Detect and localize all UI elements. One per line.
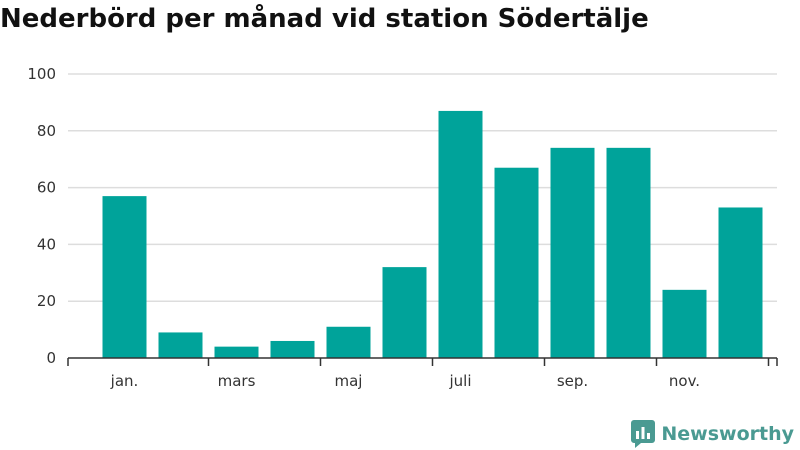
brand-name: Newsworthy: [661, 423, 794, 445]
x-tick-label: nov.: [669, 372, 700, 390]
y-tick-label: 80: [37, 122, 56, 140]
bar-nov: [662, 289, 707, 358]
bar-aug: [494, 167, 539, 358]
x-tick-label: mars: [218, 372, 256, 390]
bar-mars: [214, 346, 259, 358]
x-tick-label: sep.: [557, 372, 588, 390]
x-tick-label: juli: [448, 372, 471, 390]
newsworthy-logo-icon: [631, 420, 656, 448]
brand-logo: Newsworthy: [631, 420, 794, 448]
bar-okt: [606, 147, 651, 358]
bar-feb: [158, 332, 203, 358]
y-tick-label: 20: [37, 292, 56, 310]
bar-dec: [718, 207, 763, 358]
gridlines: [68, 73, 777, 302]
x-tick-label: jan.: [110, 372, 139, 390]
y-tick-label: 100: [27, 65, 56, 83]
chart-title: Nederbörd per månad vid station Södertäl…: [0, 4, 649, 34]
bar-sep: [550, 147, 595, 358]
bar-juli: [438, 110, 483, 358]
axes: 0 20 40 60 80 100 jan. mars maj juli sep. nov.: [27, 65, 778, 390]
bar-maj: [326, 326, 371, 358]
bar-apr: [270, 340, 315, 358]
y-tick-label: 0: [46, 349, 56, 367]
bars: [102, 110, 763, 358]
x-tick-label: maj: [335, 372, 363, 390]
bar-juni: [382, 267, 427, 358]
bar-jan: [102, 196, 147, 358]
y-tick-label: 60: [37, 179, 56, 197]
y-tick-label: 40: [37, 235, 56, 253]
